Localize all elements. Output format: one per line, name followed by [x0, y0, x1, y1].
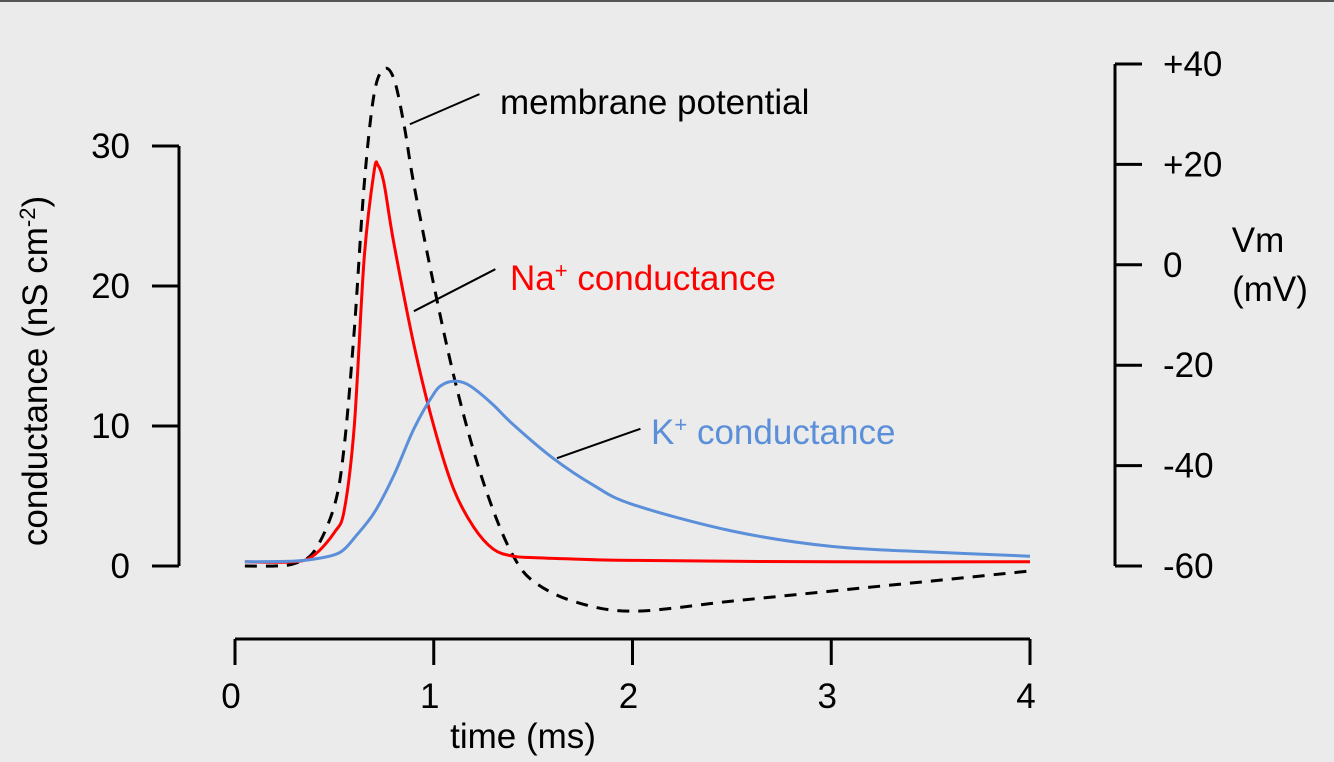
series-line-vm	[244, 66, 1031, 613]
x-tick-label: 0	[221, 677, 240, 716]
x-tick-label: 3	[818, 677, 837, 716]
left-y-tick-label: 10	[91, 407, 130, 446]
x-axis-label: time (ms)	[450, 717, 596, 756]
right-y-axis: -60 -40 -20 0 +20 +40	[1113, 45, 1222, 586]
right-y-tick-label: +40	[1163, 45, 1222, 84]
x-axis: 0 1 2 3 4	[221, 637, 1036, 716]
right-y-tick-label: +20	[1163, 145, 1222, 184]
right-y-tick-label: -40	[1163, 447, 1214, 486]
label-na-conductance: Na+ conductance	[510, 258, 776, 299]
right-y-tick-label: 0	[1163, 246, 1182, 285]
x-tick-label: 2	[619, 677, 638, 716]
leader-line-k	[556, 427, 641, 460]
series-line-k	[244, 379, 1031, 564]
right-y-axis-label-line2: (mV)	[1232, 270, 1308, 309]
leader-line-na	[413, 268, 496, 313]
series-layer	[244, 66, 1031, 613]
series-line-na	[244, 160, 1031, 564]
left-y-tick-label: 30	[91, 127, 130, 166]
x-tick-label: 4	[1016, 677, 1035, 716]
left-y-axis: 0 10 20 30	[91, 127, 181, 586]
top-border	[0, 0, 1334, 2]
label-membrane-potential: membrane potential	[500, 83, 809, 122]
label-k-conductance: K+ conductance	[651, 412, 895, 453]
annotation-layer	[409, 93, 641, 460]
left-y-tick-label: 20	[91, 267, 130, 306]
right-y-tick-label: -20	[1163, 346, 1214, 385]
left-y-tick-label: 0	[111, 547, 130, 586]
x-tick-label: 1	[420, 677, 439, 716]
leader-line-vm	[409, 93, 480, 126]
left-y-axis-label: conductance (nS cm-2)	[15, 196, 56, 546]
right-y-axis-label-line1: Vm	[1232, 221, 1285, 260]
right-y-tick-label: -60	[1163, 547, 1214, 586]
